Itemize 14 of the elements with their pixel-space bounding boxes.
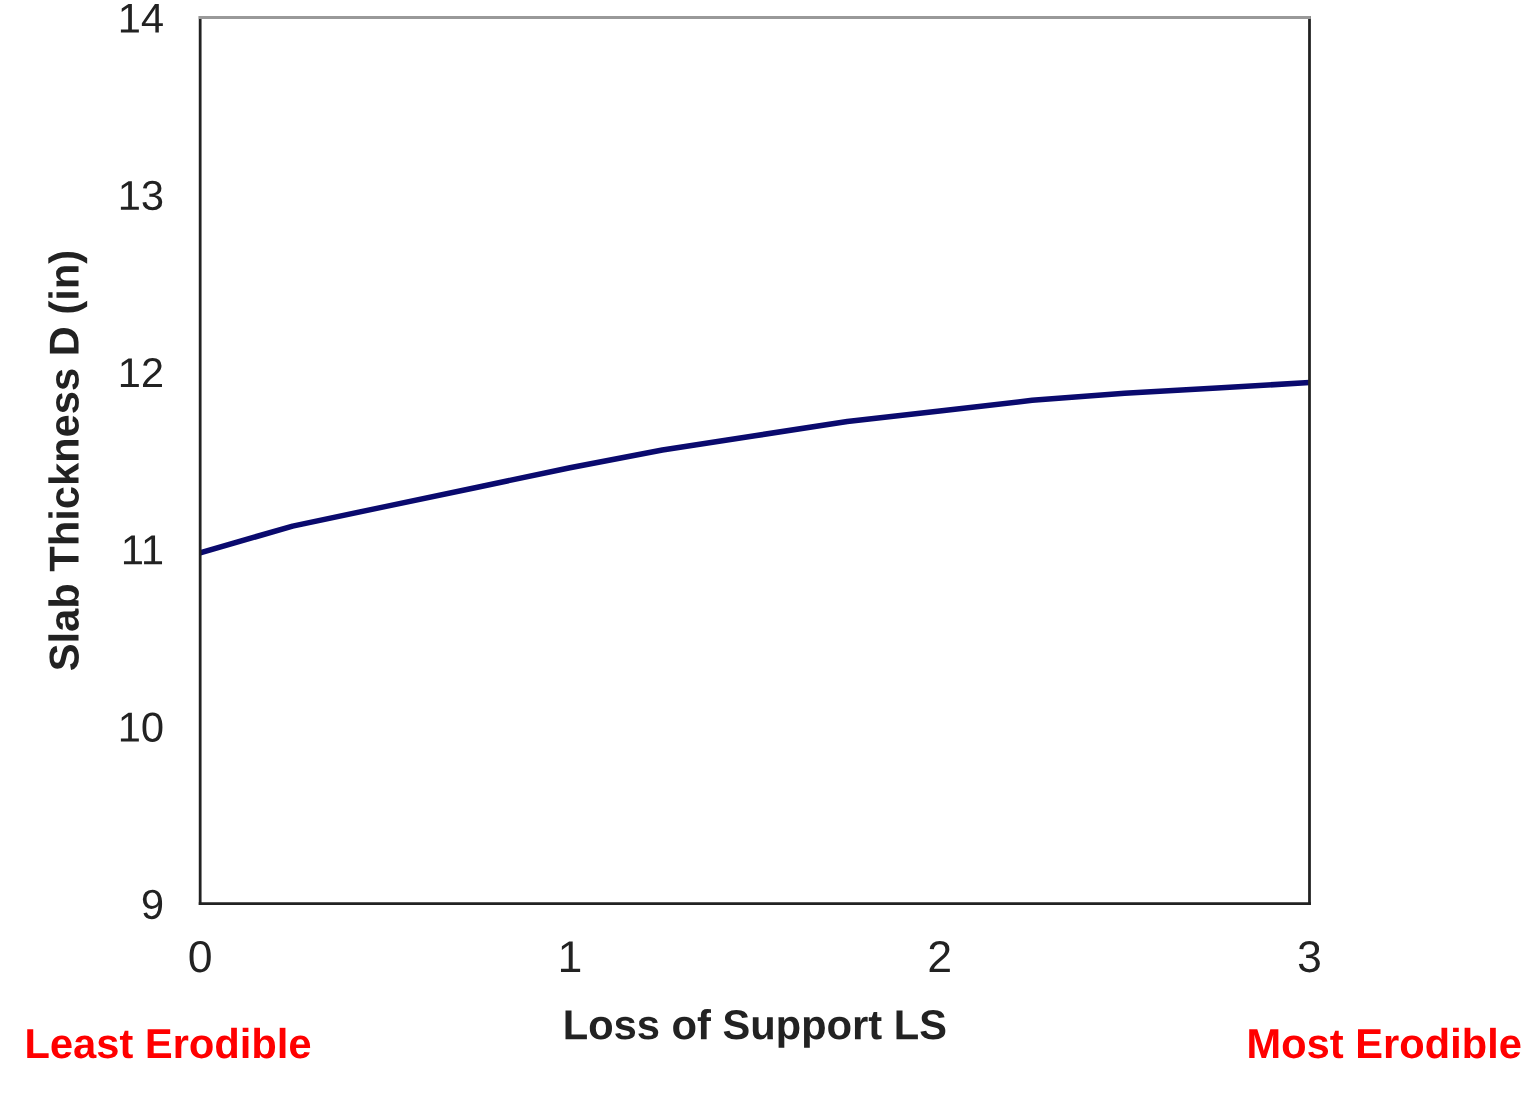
x-tick-label: 1 xyxy=(560,941,581,972)
y-axis-title: Slab Thickness D (in) xyxy=(48,251,88,671)
y-tick-label: 9 xyxy=(142,889,163,920)
x-tick-label: 2 xyxy=(929,940,950,972)
text: Least Erodible xyxy=(27,1027,311,1059)
x-axis-title: Loss of Support LS xyxy=(565,1008,946,1048)
y-tick-label: 11 xyxy=(123,535,163,565)
y-tick-label: 13 xyxy=(120,180,163,211)
y-tick-label: 10 xyxy=(120,712,163,742)
y-tick-label: 14 xyxy=(120,3,163,33)
x-tick-label: 0 xyxy=(189,940,211,973)
y-tick-label: 12 xyxy=(120,357,162,388)
text: Most Erodible xyxy=(1249,1027,1521,1059)
x-tick-label: 3 xyxy=(1298,940,1320,973)
